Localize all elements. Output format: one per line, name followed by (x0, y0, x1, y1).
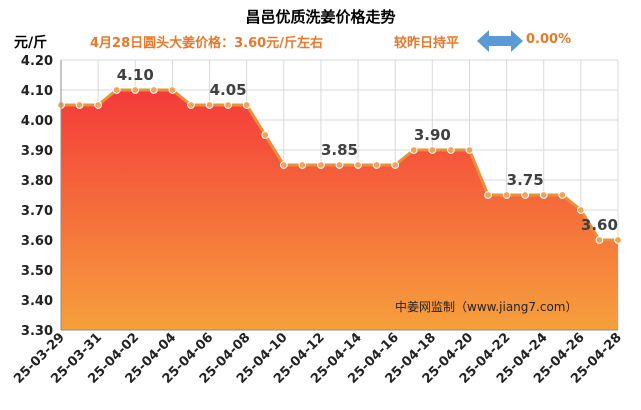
y-tick-label: 3.50 (21, 264, 53, 279)
data-label: 3.60 (581, 216, 618, 234)
data-point (279, 161, 288, 169)
data-point (521, 191, 530, 199)
data-point (242, 101, 251, 109)
y-tick-label: 4.00 (21, 114, 53, 129)
data-point (168, 86, 177, 94)
data-label: 4.10 (117, 66, 154, 84)
data-label: 3.85 (321, 141, 358, 159)
data-point (558, 191, 567, 199)
data-label: 3.90 (414, 126, 451, 144)
data-labels: 4.10 4.05 3.85 3.90 3.75 3.60 (117, 66, 618, 234)
y-tick-label: 4.20 (21, 54, 53, 69)
data-point (539, 191, 548, 199)
data-point (428, 146, 437, 154)
data-point (484, 191, 492, 199)
data-point (187, 101, 195, 109)
data-point (354, 161, 362, 169)
data-point (261, 131, 270, 139)
y-tick-label: 4.10 (21, 84, 53, 99)
data-point (595, 236, 604, 244)
change-value: 0.00% (526, 32, 572, 47)
change-text: 较昨日持平 (394, 36, 460, 51)
data-point (75, 101, 84, 109)
chart-title: 昌邑优质洗姜价格走势 (245, 8, 396, 26)
data-point (391, 161, 400, 169)
price-area (61, 90, 618, 330)
data-point (317, 161, 325, 169)
unit-label: 元/斤 (14, 35, 48, 51)
data-point (614, 236, 622, 244)
y-tick-label: 3.90 (21, 144, 53, 159)
data-point (409, 146, 418, 154)
data-label: 3.75 (507, 171, 544, 189)
data-point (372, 161, 381, 169)
data-point (205, 101, 214, 109)
data-point (502, 191, 511, 199)
data-point (131, 86, 140, 94)
y-tick-label: 3.80 (21, 174, 53, 189)
watermark: 中姜网监制（www.jiang7.com） (395, 299, 577, 314)
data-label: 4.05 (210, 81, 247, 99)
data-point (465, 146, 474, 154)
data-point (112, 86, 121, 94)
data-point (447, 146, 455, 154)
data-point (94, 101, 103, 109)
data-points (57, 86, 622, 244)
data-point (298, 161, 307, 169)
area-fill (61, 90, 618, 330)
y-tick-label: 3.60 (21, 234, 53, 249)
double-arrow-icon (477, 30, 523, 52)
data-point (335, 161, 344, 169)
data-point (224, 101, 233, 109)
price-subtitle: 4月28日圆头大姜价格：3.60元/斤左右 (90, 36, 323, 51)
data-point (149, 86, 158, 94)
y-tick-label: 3.40 (21, 294, 53, 309)
y-tick-label: 3.30 (21, 324, 53, 339)
data-point (576, 206, 585, 214)
y-tick-label: 3.70 (21, 204, 53, 219)
